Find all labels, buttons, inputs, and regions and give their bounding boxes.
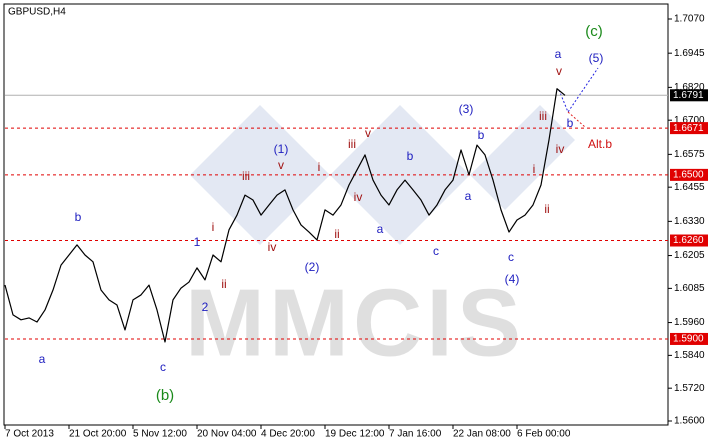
x-tick-label: 6 Feb 00:00 — [517, 429, 571, 440]
wave-label: i — [533, 162, 536, 176]
wave-label: (1) — [274, 142, 289, 156]
wave-label: b — [478, 128, 485, 142]
wave-label: v — [278, 158, 284, 172]
y-tick-label: 1.6455 — [674, 182, 705, 193]
wave-label: ii — [544, 202, 549, 216]
x-tick-label: 20 Nov 04:00 — [197, 429, 257, 440]
wave-label: a — [465, 189, 472, 203]
wave-label: b — [567, 116, 574, 130]
y-tick-label: 1.5720 — [674, 383, 705, 394]
chart-title: GBPUSD,H4 — [8, 7, 66, 18]
level-label-box — [670, 168, 708, 181]
x-tick-label: 7 Jan 16:00 — [389, 429, 442, 440]
watermark: MMCIS — [185, 269, 525, 376]
wave-label: c — [160, 360, 166, 374]
wave-label: iii — [539, 109, 547, 123]
y-tick-label: 1.6575 — [674, 149, 705, 160]
wave-label: (2) — [305, 260, 320, 274]
wave-label: a — [555, 47, 562, 61]
level-label: 1.6500 — [673, 170, 704, 181]
watermark-logo — [190, 105, 575, 245]
wave-label: c — [508, 250, 514, 264]
y-tick-label: 1.6820 — [674, 82, 705, 93]
y-tick-label: 1.6945 — [674, 48, 705, 59]
x-tick-label: 5 Nov 12:00 — [133, 429, 187, 440]
x-tick-label: 22 Jan 08:00 — [453, 429, 511, 440]
current-price-box — [670, 89, 708, 102]
wave-label: iii — [242, 169, 250, 183]
wave-label: v — [556, 64, 562, 78]
price-line — [4, 88, 566, 343]
current-price-label: 1.6791 — [673, 90, 704, 101]
wave-label: c — [433, 244, 439, 258]
wave-label: (b) — [156, 387, 174, 404]
wave-label: 1 — [194, 235, 201, 249]
x-tick-label: 7 Oct 2013 — [5, 429, 54, 440]
wave-label: (3) — [459, 102, 474, 116]
level-label: 1.6260 — [673, 235, 704, 246]
plot-border — [3, 3, 669, 426]
wave-label: iv — [556, 142, 565, 156]
x-tick-label: 19 Dec 12:00 — [325, 429, 385, 440]
wave-label: (4) — [505, 272, 520, 286]
wave-label: 2 — [202, 300, 209, 314]
wave-label: a — [377, 222, 384, 236]
wave-label: b — [407, 149, 414, 163]
level-label-box — [670, 332, 708, 345]
level-label: 1.6671 — [673, 123, 704, 134]
wave-label: b — [75, 210, 82, 224]
x-tick-label: 21 Oct 20:00 — [69, 429, 127, 440]
y-tick-label: 1.5840 — [674, 350, 705, 361]
y-tick-label: 1.5960 — [674, 317, 705, 328]
wave-label: i — [212, 220, 215, 234]
wave-label: ii — [334, 227, 339, 241]
y-tick-label: 1.5600 — [674, 416, 705, 427]
wave-label: iii — [348, 137, 356, 151]
wave-label: iv — [268, 240, 277, 254]
level-label-box — [670, 234, 708, 247]
x-tick-label: 4 Dec 20:00 — [261, 429, 315, 440]
wave-label: Alt.b — [588, 137, 612, 151]
wave-label: v — [365, 126, 371, 140]
y-tick-label: 1.6205 — [674, 250, 705, 261]
wave-label: ii — [221, 277, 226, 291]
wave-label: i — [318, 160, 321, 174]
wave-label: a — [39, 352, 46, 366]
y-tick-label: 1.6700 — [674, 115, 705, 126]
y-tick-label: 1.6330 — [674, 216, 705, 227]
level-label: 1.5900 — [673, 334, 704, 345]
level-label-box — [670, 122, 708, 135]
y-tick-label: 1.7070 — [674, 14, 705, 25]
wave-label: (c) — [585, 23, 603, 40]
wave-label: iv — [354, 190, 363, 204]
y-tick-label: 1.6085 — [674, 283, 705, 294]
wave-label: (5) — [589, 51, 604, 65]
